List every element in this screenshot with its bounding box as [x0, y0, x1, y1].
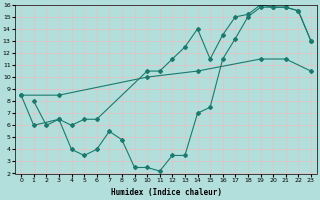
X-axis label: Humidex (Indice chaleur): Humidex (Indice chaleur)	[110, 188, 221, 197]
